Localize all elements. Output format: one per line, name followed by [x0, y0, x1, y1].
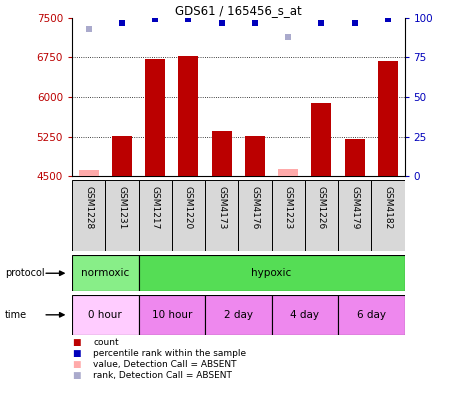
- Text: GSM1220: GSM1220: [184, 186, 193, 229]
- Text: GSM1223: GSM1223: [284, 186, 292, 229]
- Text: time: time: [5, 310, 27, 320]
- Text: GSM4182: GSM4182: [384, 186, 392, 229]
- Bar: [338, 180, 371, 251]
- Bar: [205, 180, 239, 251]
- Text: GSM4179: GSM4179: [350, 186, 359, 229]
- Point: [251, 19, 259, 26]
- Text: GSM1228: GSM1228: [84, 186, 93, 229]
- Bar: [338, 295, 405, 335]
- Text: value, Detection Call = ABSENT: value, Detection Call = ABSENT: [93, 360, 237, 369]
- Bar: [179, 56, 199, 176]
- Bar: [345, 139, 365, 176]
- Point: [351, 19, 359, 26]
- Bar: [139, 180, 172, 251]
- Text: hypoxic: hypoxic: [252, 268, 292, 278]
- Point: [85, 26, 93, 32]
- Text: rank, Detection Call = ABSENT: rank, Detection Call = ABSENT: [93, 371, 232, 380]
- Point: [218, 19, 226, 26]
- Bar: [205, 295, 272, 335]
- Text: 0 hour: 0 hour: [88, 310, 122, 320]
- Point: [152, 16, 159, 23]
- Bar: [105, 180, 139, 251]
- Text: GSM1217: GSM1217: [151, 186, 159, 229]
- Bar: [372, 180, 405, 251]
- Bar: [305, 180, 338, 251]
- Text: normoxic: normoxic: [81, 268, 129, 278]
- Bar: [112, 135, 132, 176]
- Bar: [72, 255, 139, 291]
- Bar: [79, 170, 99, 176]
- Bar: [139, 295, 205, 335]
- Bar: [212, 131, 232, 176]
- Point: [118, 19, 126, 26]
- Text: ■: ■: [72, 338, 80, 347]
- Text: 4 day: 4 day: [290, 310, 319, 320]
- Bar: [245, 136, 265, 176]
- Text: 10 hour: 10 hour: [152, 310, 192, 320]
- Bar: [239, 180, 272, 251]
- Bar: [145, 59, 165, 176]
- Bar: [139, 255, 405, 291]
- Bar: [278, 169, 298, 176]
- Text: GSM1226: GSM1226: [317, 186, 326, 229]
- Point: [384, 16, 392, 23]
- Title: GDS61 / 165456_s_at: GDS61 / 165456_s_at: [175, 4, 302, 17]
- Text: percentile rank within the sample: percentile rank within the sample: [93, 349, 246, 358]
- Text: ■: ■: [72, 349, 80, 358]
- Bar: [378, 61, 398, 176]
- Text: 2 day: 2 day: [224, 310, 253, 320]
- Point: [185, 16, 192, 23]
- Bar: [72, 180, 105, 251]
- Text: GSM4176: GSM4176: [251, 186, 259, 229]
- Bar: [72, 295, 139, 335]
- Text: count: count: [93, 338, 119, 347]
- Text: ■: ■: [72, 360, 80, 369]
- Text: 6 day: 6 day: [357, 310, 386, 320]
- Bar: [272, 180, 305, 251]
- Bar: [172, 180, 205, 251]
- Text: ■: ■: [72, 371, 80, 380]
- Text: GSM4173: GSM4173: [217, 186, 226, 229]
- Bar: [272, 295, 338, 335]
- Text: GSM1231: GSM1231: [118, 186, 126, 229]
- Text: protocol: protocol: [5, 268, 44, 278]
- Point: [318, 19, 325, 26]
- Bar: [312, 103, 332, 176]
- Point: [285, 34, 292, 40]
